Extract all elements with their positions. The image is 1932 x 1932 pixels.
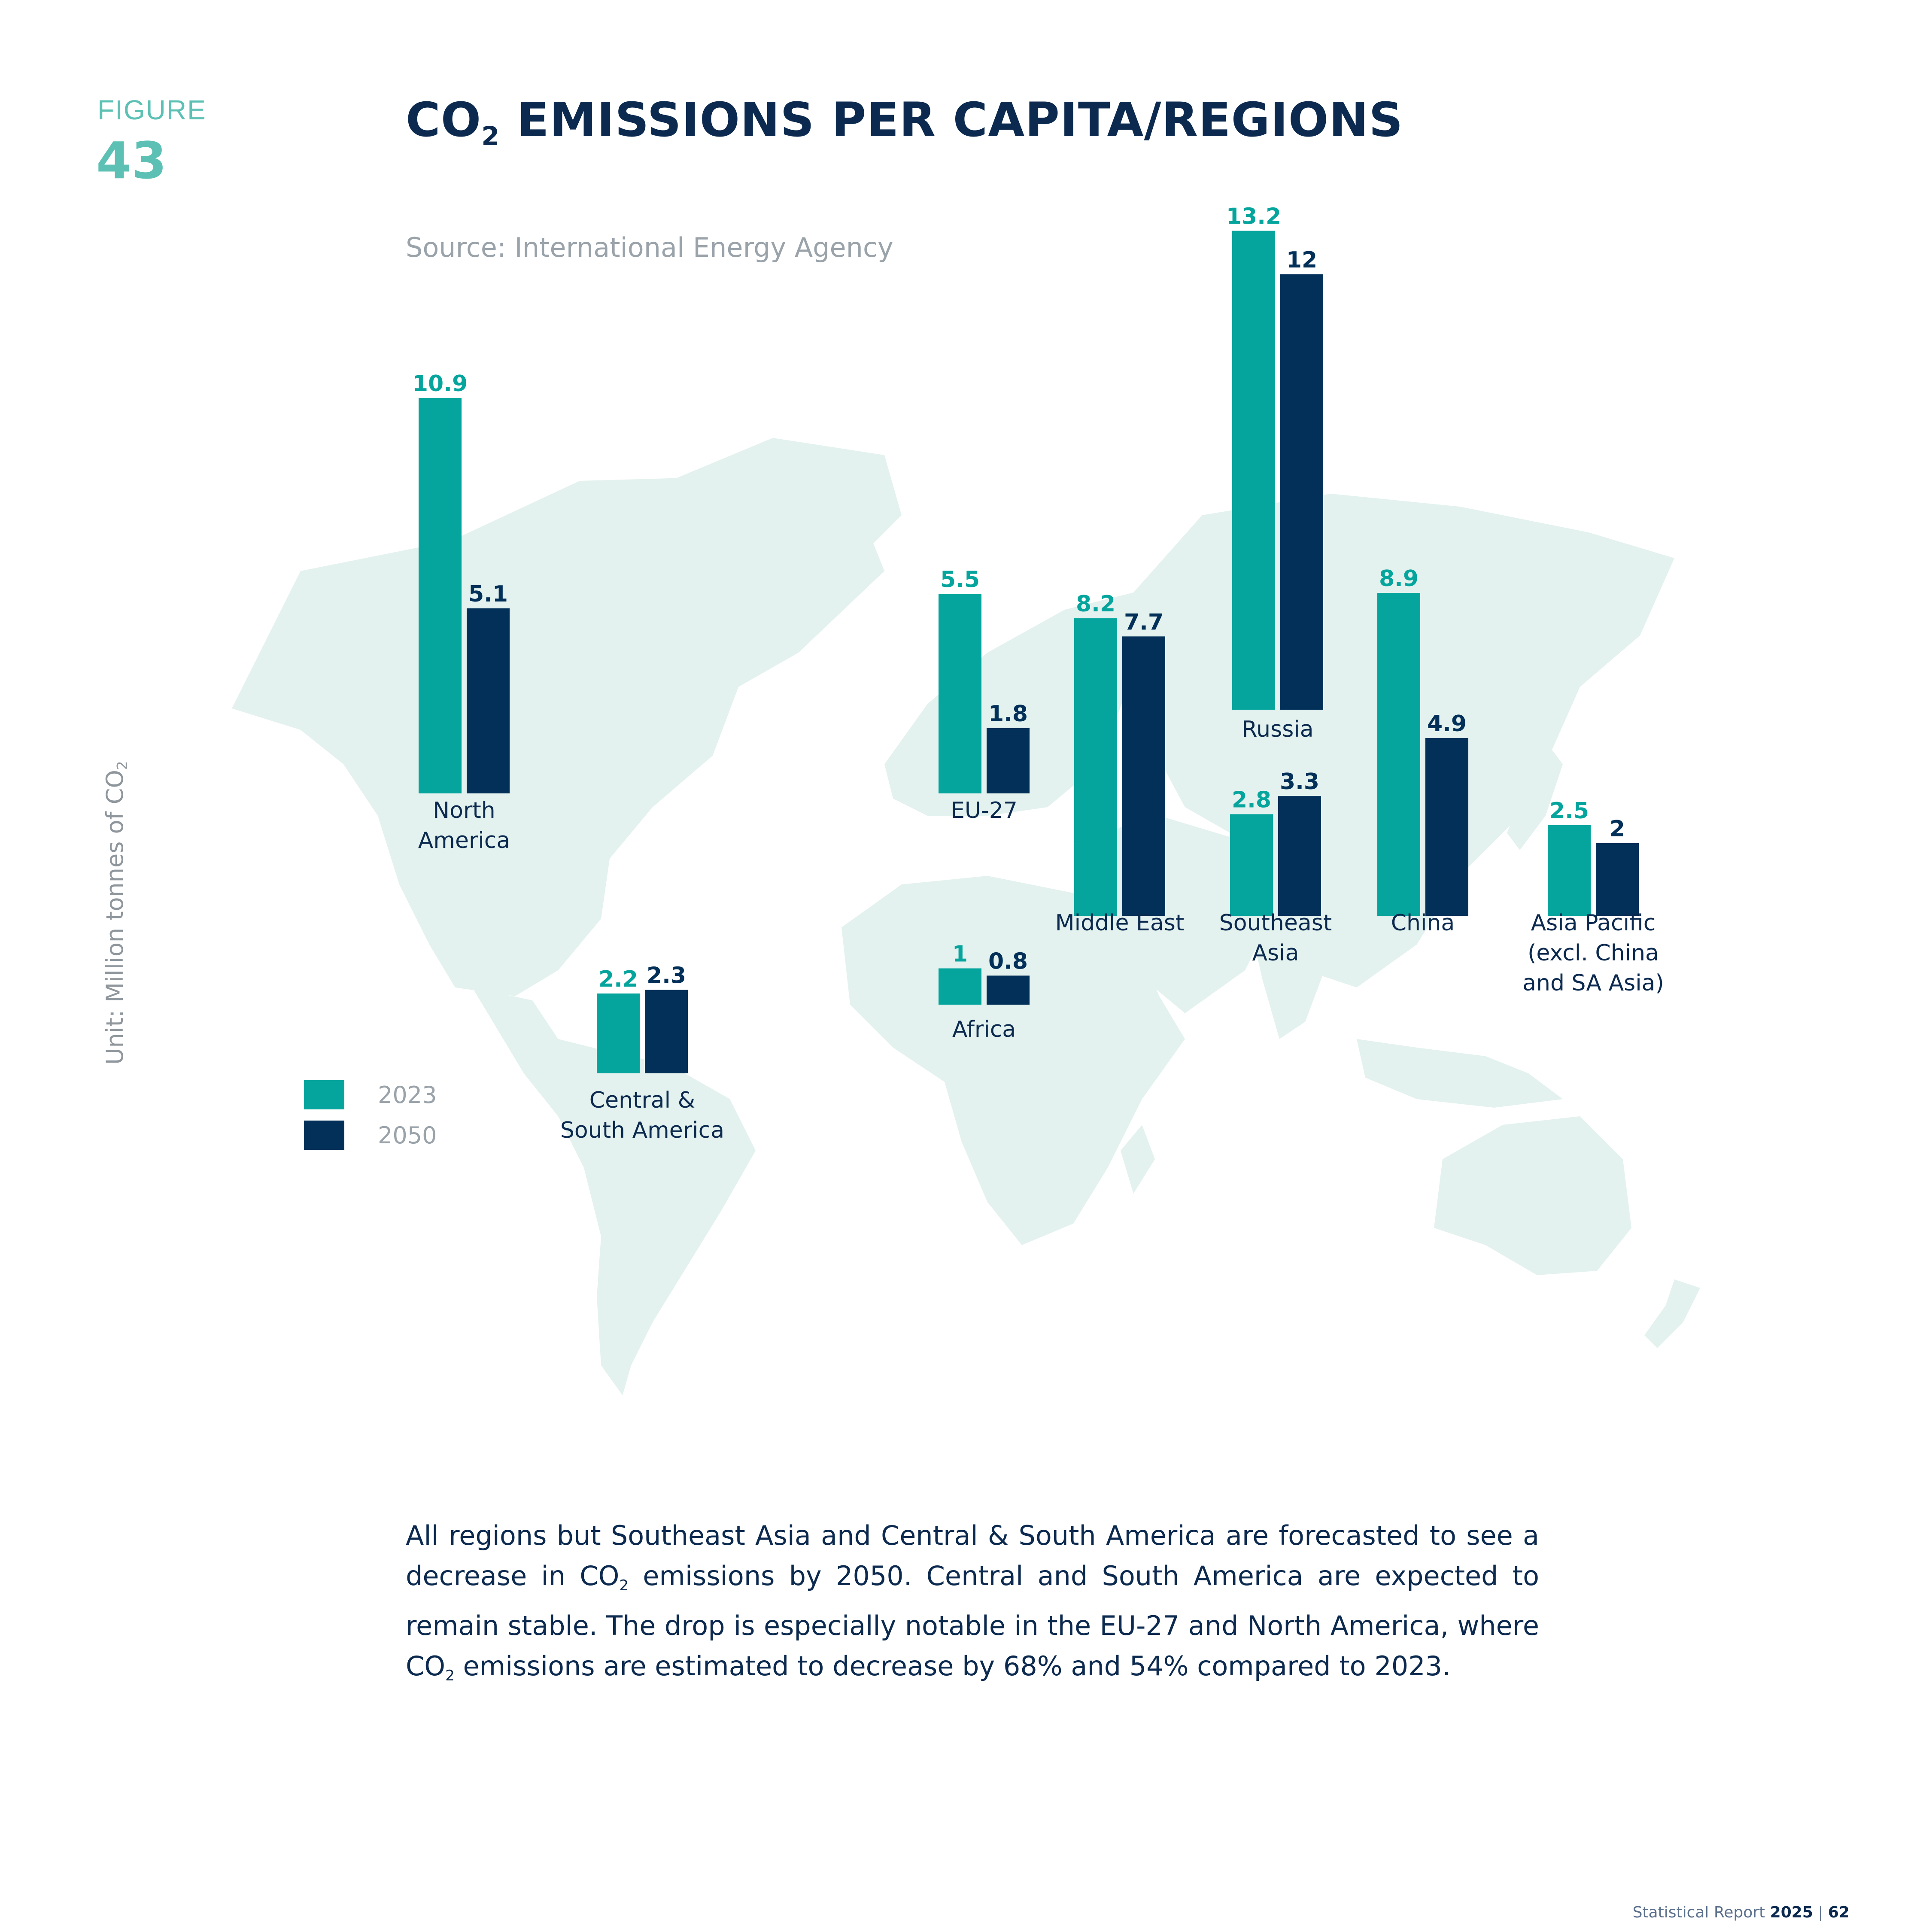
legend-label-2023: 2023 [378,1081,437,1109]
region-label-china: China [1391,910,1455,936]
map-indonesia [1357,1039,1563,1108]
bar-russia-2023 [1232,231,1275,710]
region-label-asia-pacific-excl-china-and-sa-asia: (excl. China [1528,940,1659,966]
bar-middle-east-2050 [1122,636,1165,916]
value-label-central-south-america-2050: 2.3 [647,963,686,989]
map-india [1245,893,1331,1039]
value-label-north-america-2050: 5.1 [468,581,508,607]
value-label-middle-east-2050: 7.7 [1124,609,1163,635]
region-label-russia: Russia [1242,717,1313,742]
value-label-china-2023: 8.9 [1379,566,1419,592]
bar-central-south-america-2023 [597,993,640,1073]
legend-label-2050: 2050 [378,1121,437,1149]
bar-southeast-asia-2050 [1278,796,1321,916]
value-label-eu-27-2050: 1.8 [988,701,1028,727]
value-label-asia-pacific-excl-china-and-sa-asia-2050: 2 [1610,816,1625,842]
bar-africa-2023 [939,968,981,1005]
value-label-africa-2023: 1 [952,942,968,967]
map-australia [1434,1116,1631,1275]
legend-swatch-2050 [304,1121,344,1150]
value-label-central-south-america-2023: 2.2 [598,966,638,992]
figure-label: FIGURE [97,94,207,125]
bar-eu-27-2050 [987,728,1030,793]
region-label-central-south-america: Central & [589,1088,695,1113]
legend-item-2023: 2023 [304,1080,437,1109]
map-greenland [670,438,902,584]
region-label-central-south-america: South America [560,1118,724,1143]
bar-china-2050 [1425,738,1468,916]
map-madagascar [1121,1125,1155,1194]
bars-layer: 10.9 5.1 North America 2.2 2.3 Central & South … [413,204,1664,1143]
value-label-asia-pacific-excl-china-and-sa-asia-2023: 2.5 [1549,798,1589,824]
bar-eu-27-2023 [939,594,981,793]
page-footer: Statistical Report 2025 | 62 [1632,1904,1850,1921]
bar-africa-2050 [987,975,1030,1005]
map-south-america [472,987,756,1395]
region-label-north-america: North [433,798,495,823]
value-label-russia-2050: 12 [1286,247,1317,273]
bar-north-america-2023 [419,398,462,793]
region-label-asia-pacific-excl-china-and-sa-asia: and SA Asia) [1522,970,1664,996]
value-label-north-america-2023: 10.9 [413,371,468,397]
map-japan [1507,730,1563,850]
value-label-russia-2023: 13.2 [1226,204,1281,230]
value-label-southeast-asia-2023: 2.8 [1232,787,1271,813]
legend-item-2050: 2050 [304,1121,437,1150]
region-label-africa: Africa [952,1017,1016,1042]
bar-russia-2050 [1280,274,1323,710]
map-new-zealand [1644,1279,1700,1348]
bar-central-south-america-2050 [645,990,688,1073]
bar-southeast-asia-2023 [1230,814,1273,916]
value-label-middle-east-2023: 8.2 [1076,591,1115,617]
region-label-southeast-asia: Asia [1252,940,1299,966]
value-label-africa-2050: 0.8 [988,948,1028,974]
figure-number: 43 [96,131,167,190]
value-label-china-2050: 4.9 [1427,711,1467,737]
description-paragraph: All regions but Southeast Asia and Centr… [406,1520,1539,1684]
region-label-north-america: America [418,828,510,854]
value-label-eu-27-2023: 5.5 [940,567,980,592]
region-label-eu-27: EU-27 [951,798,1018,823]
map-north-america [232,477,884,996]
region-label-asia-pacific-excl-china-and-sa-asia: Asia Pacific [1531,910,1656,936]
legend-swatch-2023 [304,1080,344,1109]
bar-north-america-2050 [467,608,510,793]
region-label-southeast-asia: Southeast [1219,910,1332,936]
chart-title: CO2 EMISSIONS PER CAPITA/REGIONS [406,92,1403,152]
bar-middle-east-2023 [1074,618,1117,916]
bar-asia-pacific-excl-china-and-sa-asia-2050 [1596,843,1639,916]
bar-asia-pacific-excl-china-and-sa-asia-2023 [1548,825,1591,916]
bar-china-2023 [1377,592,1420,916]
region-label-middle-east: Middle East [1055,910,1185,936]
value-label-southeast-asia-2050: 3.3 [1280,769,1319,795]
map-africa [841,876,1185,1245]
chart-source: Source: International Energy Agency [406,232,893,263]
